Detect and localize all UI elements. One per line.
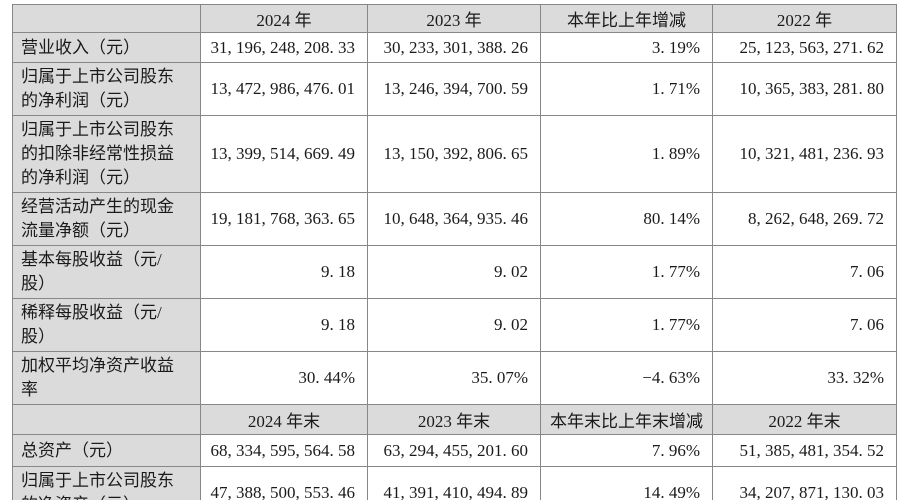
table-cell: 7. 96% — [540, 434, 713, 467]
table-cell: 9. 18 — [200, 298, 368, 352]
table-cell: 7. 06 — [712, 245, 897, 299]
table-cell: 10, 648, 364, 935. 46 — [367, 192, 541, 246]
table-cell: 13, 246, 394, 700. 59 — [367, 62, 541, 116]
column-header-2023-year-end: 2023 年末 — [367, 404, 541, 435]
row-label: 稀释每股收益（元/ 股） — [12, 298, 201, 352]
table-cell: 10, 365, 383, 281. 80 — [712, 62, 897, 116]
table-cell: 80. 14% — [540, 192, 713, 246]
table-cell: 19, 181, 768, 363. 65 — [200, 192, 368, 246]
table-cell: 30. 44% — [200, 351, 368, 405]
table-cell: 1. 71% — [540, 62, 713, 116]
table-cell: 25, 123, 563, 271. 62 — [712, 32, 897, 63]
table-header-row-annual: 2024 年 2023 年 本年比上年增减 2022 年 — [12, 4, 897, 33]
corner-cell — [12, 4, 201, 33]
table-row-weighted-avg-roe: 加权平均净资产收益 率 30. 44% 35. 07% −4. 63% 33. … — [12, 351, 897, 405]
table-cell: 31, 196, 248, 208. 33 — [200, 32, 368, 63]
table-cell: −4. 63% — [540, 351, 713, 405]
table-cell: 35. 07% — [367, 351, 541, 405]
column-header-2024: 2024 年 — [200, 4, 368, 33]
table-cell: 13, 150, 392, 806. 65 — [367, 115, 541, 193]
column-header-yoy-change: 本年比上年增减 — [540, 4, 713, 33]
row-label: 经营活动产生的现金 流量净额（元） — [12, 192, 201, 246]
row-label: 总资产（元） — [12, 434, 201, 467]
table-cell: 68, 334, 595, 564. 58 — [200, 434, 368, 467]
table-cell: 9. 02 — [367, 298, 541, 352]
row-label: 营业收入（元） — [12, 32, 201, 63]
table-cell: 33. 32% — [712, 351, 897, 405]
table-row-total-assets: 总资产（元） 68, 334, 595, 564. 58 63, 294, 45… — [12, 434, 897, 467]
financial-summary-table: 2024 年 2023 年 本年比上年增减 2022 年 营业收入（元） 31,… — [12, 4, 897, 500]
table-cell: 9. 18 — [200, 245, 368, 299]
table-cell: 1. 77% — [540, 245, 713, 299]
table-cell: 51, 385, 481, 354. 52 — [712, 434, 897, 467]
table-cell: 13, 472, 986, 476. 01 — [200, 62, 368, 116]
row-label: 基本每股收益（元/ 股） — [12, 245, 201, 299]
table-cell: 41, 391, 410, 494. 89 — [367, 466, 541, 500]
table-row-basic-eps: 基本每股收益（元/ 股） 9. 18 9. 02 1. 77% 7. 06 — [12, 245, 897, 299]
table-cell: 34, 207, 871, 130. 03 — [712, 466, 897, 500]
table-row-diluted-eps: 稀释每股收益（元/ 股） 9. 18 9. 02 1. 77% 7. 06 — [12, 298, 897, 352]
table-cell: 10, 321, 481, 236. 93 — [712, 115, 897, 193]
table-cell: 3. 19% — [540, 32, 713, 63]
table-cell: 1. 77% — [540, 298, 713, 352]
table-row-net-assets: 归属于上市公司股东 的净资产（元） 47, 388, 500, 553. 46 … — [12, 466, 897, 500]
table-cell: 7. 06 — [712, 298, 897, 352]
row-label: 加权平均净资产收益 率 — [12, 351, 201, 405]
column-header-2024-year-end: 2024 年末 — [200, 404, 368, 435]
table-cell: 14. 49% — [540, 466, 713, 500]
column-header-2022: 2022 年 — [712, 4, 897, 33]
row-label: 归属于上市公司股东 的净资产（元） — [12, 466, 201, 500]
table-cell: 63, 294, 455, 201. 60 — [367, 434, 541, 467]
column-header-2022-year-end: 2022 年末 — [712, 404, 897, 435]
table-row-operating-cash-flow: 经营活动产生的现金 流量净额（元） 19, 181, 768, 363. 65 … — [12, 192, 897, 246]
column-header-year-end-change: 本年末比上年末增减 — [540, 404, 713, 435]
table-row-revenue: 营业收入（元） 31, 196, 248, 208. 33 30, 233, 3… — [12, 32, 897, 63]
table-cell: 47, 388, 500, 553. 46 — [200, 466, 368, 500]
table-cell: 1. 89% — [540, 115, 713, 193]
table-cell: 9. 02 — [367, 245, 541, 299]
table-cell: 8, 262, 648, 269. 72 — [712, 192, 897, 246]
corner-cell — [12, 404, 201, 435]
column-header-2023: 2023 年 — [367, 4, 541, 33]
table-row-net-profit: 归属于上市公司股东 的净利润（元） 13, 472, 986, 476. 01 … — [12, 62, 897, 116]
table-cell: 30, 233, 301, 388. 26 — [367, 32, 541, 63]
table-header-row-year-end: 2024 年末 2023 年末 本年末比上年末增减 2022 年末 — [12, 404, 897, 435]
row-label: 归属于上市公司股东 的扣除非经常性损益 的净利润（元） — [12, 115, 201, 193]
row-label: 归属于上市公司股东 的净利润（元） — [12, 62, 201, 116]
table-row-net-profit-excl-nonrecurring: 归属于上市公司股东 的扣除非经常性损益 的净利润（元） 13, 399, 514… — [12, 115, 897, 193]
table-cell: 13, 399, 514, 669. 49 — [200, 115, 368, 193]
